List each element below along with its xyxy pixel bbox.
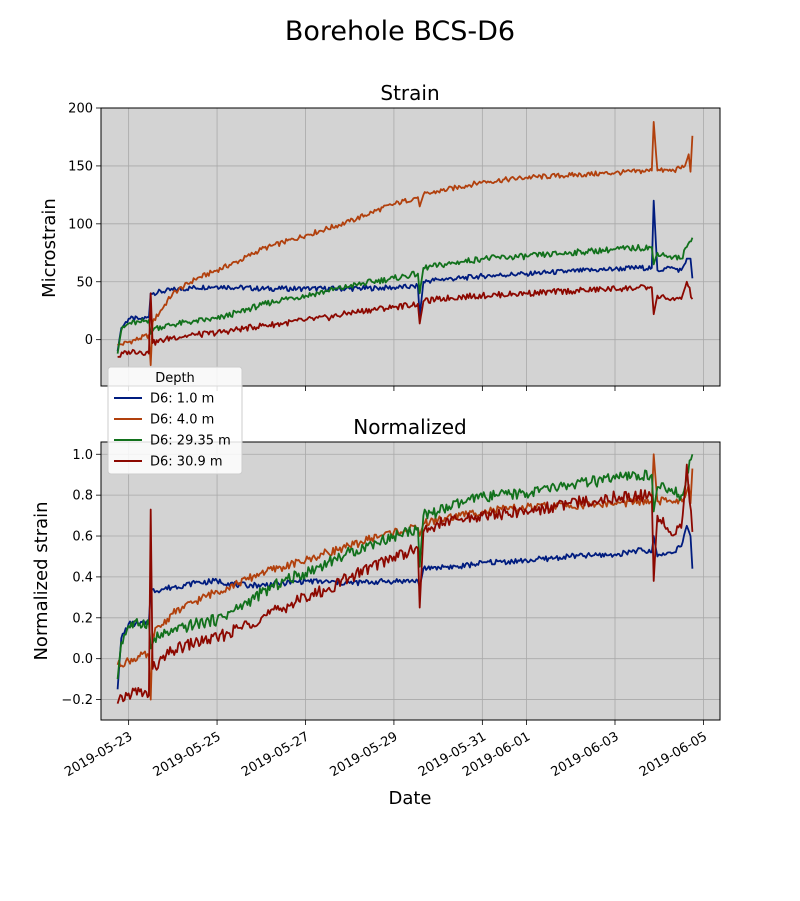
normalized-y-axis-label: Normalized strain: [31, 501, 52, 660]
normalized-y-tick-label-2: 0.2: [72, 611, 93, 626]
normalized-panel-title: Normalized: [353, 415, 466, 439]
legend-label-d6-29-35-m: D6: 29.35 m: [150, 434, 231, 449]
legend-label-d6-4-0-m: D6: 4.0 m: [150, 413, 214, 428]
normalized-y-tick-label-3: 0.4: [72, 570, 93, 585]
normalized-y-tick-label-4: 0.6: [72, 530, 93, 545]
strain-series-d6-1-0-m: [116, 199, 694, 352]
legend-title: Depth: [155, 371, 195, 386]
normalized-y-tick-label-5: 0.8: [72, 489, 93, 504]
x-tick-label-2019-06-05: 2019-06-05: [637, 729, 710, 780]
normalized-y-tick-label-1: 0.0: [72, 652, 93, 667]
normalized-series-d6-29-35-m: [116, 454, 694, 680]
x-tick-label-2019-05-29: 2019-05-29: [328, 729, 401, 780]
legend-label-d6-1-0-m: D6: 1.0 m: [150, 392, 214, 407]
normalized-series-d6-30-9-m: [116, 463, 694, 704]
strain-y-axis-label: Microstrain: [39, 198, 60, 298]
legend-label-d6-30-9-m: D6: 30.9 m: [150, 455, 223, 470]
normalized-series-group: [116, 453, 694, 704]
strain-y-tick-label-1: 50: [76, 275, 93, 290]
strain-series-d6-4-0-m: [116, 121, 694, 367]
strain-series-d6-29-35-m: [116, 237, 694, 354]
strain-series-d6-30-9-m: [117, 280, 694, 358]
strain-panel: Strain Microstrain 0 50 100 150 200: [39, 81, 721, 391]
strain-y-tick-label-2: 100: [68, 217, 93, 232]
strain-y-tick-label-4: 200: [68, 102, 93, 117]
strain-series-group: [116, 121, 694, 367]
normalized-y-tick-label-0: −0.2: [61, 693, 93, 708]
normalized-axes-frame: [100, 441, 721, 721]
strain-axes-frame: [100, 107, 721, 387]
x-tick-label-2019-05-27: 2019-05-27: [239, 729, 312, 780]
normalized-series-d6-1-0-m: [116, 524, 694, 690]
x-axis-label: Date: [388, 788, 431, 809]
normalized-y-tick-label-6: 1.0: [72, 448, 93, 463]
legend-box: [107, 366, 243, 475]
x-tick-label-2019-05-23: 2019-05-23: [62, 729, 135, 780]
legend: Depth D6: 1.0 m D6: 4.0 m D6: 29.35 m D6: 3…: [107, 366, 243, 475]
x-tick-label-2019-05-25: 2019-05-25: [151, 729, 224, 780]
strain-panel-title: Strain: [380, 81, 439, 105]
x-tick-label-2019-06-03: 2019-06-03: [549, 729, 622, 780]
strain-y-tick-label-3: 150: [68, 159, 93, 174]
strain-y-tick-label-0: 0: [85, 333, 93, 348]
figure-title: Borehole BCS-D6: [285, 16, 515, 47]
